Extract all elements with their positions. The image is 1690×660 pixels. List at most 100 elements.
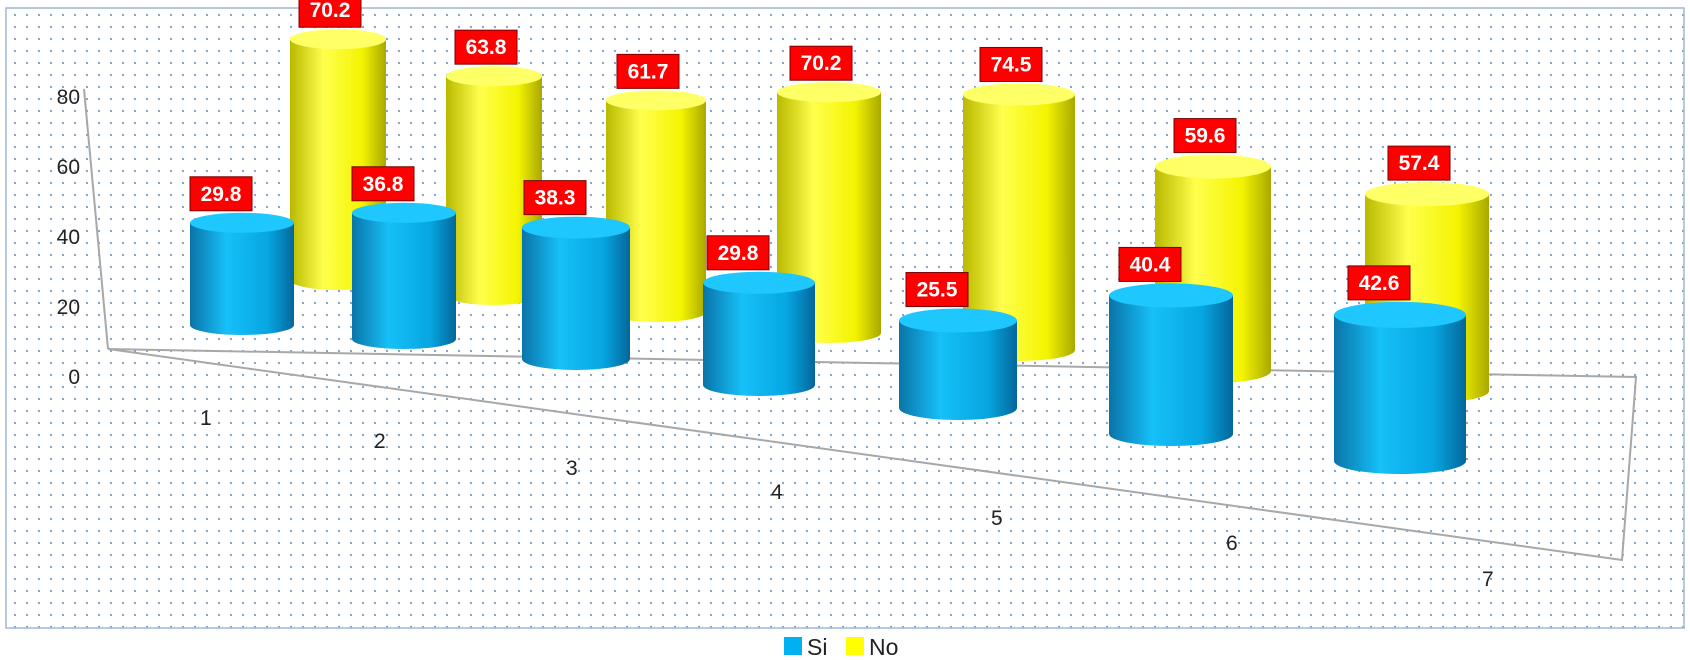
data-label-box: [523, 180, 587, 216]
data-label-box: [1173, 118, 1237, 154]
bar-no-body: [606, 100, 706, 322]
bar-no: [446, 66, 542, 305]
bar-si-body: [1109, 295, 1233, 446]
y-tick-label: 60: [57, 156, 80, 179]
data-label-box: [905, 272, 969, 308]
y-axis-ticks: 0 20 40 60 80: [57, 86, 80, 389]
data-label: 70.2: [298, 0, 362, 28]
x-axis-labels: 1 2 3 4 5 6 7: [200, 407, 1494, 591]
x-category-label: 5: [991, 507, 1003, 530]
legend-swatch-no: [846, 637, 864, 655]
data-label-text: 40.4: [1130, 253, 1171, 276]
x-category-label: 1: [200, 407, 212, 430]
data-label-text: 36.8: [363, 173, 404, 196]
x-category-label: 6: [1226, 532, 1238, 555]
data-label-box: [706, 235, 770, 271]
data-label-box: [1347, 265, 1411, 301]
bar-si-body: [899, 320, 1017, 420]
y-tick-label: 0: [68, 366, 80, 389]
data-label: 42.6: [1347, 265, 1411, 301]
data-label-box: [454, 29, 518, 65]
x-category-label: 2: [374, 430, 386, 453]
data-label-text: 70.2: [801, 52, 842, 75]
data-label: 29.8: [706, 235, 770, 271]
data-label-text: 29.8: [718, 242, 759, 265]
bar-no-top: [446, 66, 542, 87]
data-label-box: [616, 53, 680, 89]
data-label-box: [1118, 246, 1182, 282]
bar-si-body: [1334, 314, 1466, 474]
bar-si: [352, 202, 456, 349]
bar-si-body: [703, 282, 815, 396]
bar-si: [703, 271, 815, 396]
bar-no: [963, 83, 1075, 361]
x-category-label: 7: [1482, 568, 1494, 591]
bar-si-top: [703, 271, 815, 294]
data-label-text: 74.5: [991, 53, 1032, 76]
bar-si: [1109, 283, 1233, 446]
data-labels: 70.2 63.8 61.7 70.2 74.5 59.6 57.4 29.8 36.8 38.3…: [189, 0, 1451, 308]
bar-si: [522, 216, 630, 370]
data-label: 59.6: [1173, 118, 1237, 154]
data-label-box: [189, 176, 253, 212]
bar-si-top: [352, 202, 456, 223]
y-axis-line: [83, 88, 109, 350]
data-label-box: [979, 46, 1043, 82]
bar-no-top: [963, 83, 1075, 106]
data-label-text: 38.3: [535, 187, 576, 210]
data-label-box: [1387, 145, 1451, 181]
bar-si-top: [899, 308, 1017, 333]
axes-group: [83, 88, 1638, 562]
bar-si-body: [352, 212, 456, 349]
data-label-text: 29.8: [201, 183, 242, 206]
no-series-bars: [290, 29, 1489, 403]
data-label-box: [298, 0, 362, 28]
data-label-text: 42.6: [1359, 272, 1400, 295]
x-category-label: 4: [771, 481, 783, 504]
bar-no-body: [446, 76, 542, 305]
bar-si-top: [190, 212, 294, 233]
legend-label-no: No: [869, 634, 898, 660]
bar-no-top: [1155, 154, 1271, 179]
data-label: 70.2: [789, 45, 853, 81]
data-label-text: 70.2: [310, 0, 351, 22]
data-label: 61.7: [616, 53, 680, 89]
bar-no-top: [290, 29, 386, 50]
bar-si-top: [1109, 283, 1233, 308]
data-label: 74.5: [979, 46, 1043, 82]
bar-si-body: [522, 227, 630, 370]
y-tick-label: 40: [57, 226, 80, 249]
x-category-label: 3: [566, 457, 578, 480]
data-label: 40.4: [1118, 246, 1182, 282]
legend-label-si: Si: [807, 634, 827, 660]
y-tick-label: 20: [57, 296, 80, 319]
chart-floor: [107, 348, 1638, 562]
bar-no-top: [1365, 182, 1489, 207]
data-label: 38.3: [523, 180, 587, 216]
data-label: 57.4: [1387, 145, 1451, 181]
si-series-bars: [190, 202, 1466, 474]
bar-si: [1334, 301, 1466, 474]
data-label: 25.5: [905, 272, 969, 308]
bar-no-top: [606, 90, 706, 111]
bar-si-top: [1334, 301, 1466, 328]
bar-si: [190, 212, 294, 335]
data-label-box: [789, 45, 853, 81]
data-label-text: 57.4: [1399, 152, 1440, 175]
data-label: 36.8: [351, 166, 415, 202]
bar-no-body: [963, 94, 1075, 361]
data-label: 29.8: [189, 176, 253, 212]
data-label-box: [351, 166, 415, 202]
y-tick-label: 80: [57, 86, 80, 109]
legend-swatch-si: [784, 637, 802, 655]
data-label-text: 59.6: [1185, 125, 1226, 148]
data-label-text: 61.7: [628, 60, 669, 83]
legend: Si No: [784, 634, 898, 660]
data-label: 63.8: [454, 29, 518, 65]
data-label-text: 63.8: [466, 36, 507, 59]
data-label-text: 25.5: [917, 279, 958, 302]
bar-si-body: [190, 222, 294, 335]
bar-si: [899, 308, 1017, 420]
